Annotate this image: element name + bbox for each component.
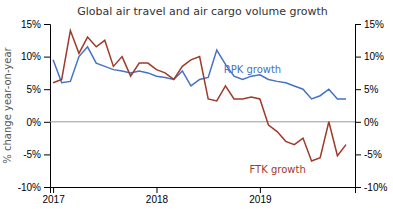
- y2-tick: -10%: [355, 182, 387, 193]
- x-axis-line: [51, 188, 356, 194]
- y-tick: 10%: [21, 51, 50, 62]
- y2-tick-mark: [355, 89, 361, 90]
- plot: 2017 2018 2019 -10% -5% 0% 5% 10% 15% -10% -5% 0% 5%…: [18, 19, 388, 205]
- y-tick-label: -5%: [23, 149, 41, 160]
- y2-tick-mark: [355, 187, 361, 188]
- annotation: RPK growth: [224, 64, 282, 75]
- series-line: [53, 47, 346, 99]
- y2-tick-label: -5%: [364, 149, 382, 160]
- x-tick-label: 2019: [249, 194, 272, 205]
- y2-tick-mark: [355, 57, 361, 58]
- y-tick: 5%: [27, 84, 50, 95]
- y2-tick: 15%: [355, 19, 384, 30]
- x-axis: 2017 2018 2019: [42, 187, 355, 205]
- y2-axis: -10% -5% 0% 5% 10% 15%: [355, 19, 387, 193]
- series-line: [53, 31, 346, 161]
- x-tick-mark: [53, 187, 54, 193]
- x-tick-label: 2018: [146, 194, 169, 205]
- y-axis: -10% -5% 0% 5% 10% 15%: [18, 19, 51, 193]
- y-tick: 15%: [21, 19, 50, 30]
- x-tick-mark: [156, 187, 157, 193]
- y-axis-line: [44, 25, 51, 188]
- y-tick-mark: [44, 24, 50, 25]
- y-tick-label: 0%: [27, 117, 42, 128]
- y-tick-mark: [44, 122, 50, 123]
- y-tick-label: 5%: [27, 84, 42, 95]
- y-tick-mark: [44, 187, 50, 188]
- y-tick-mark: [44, 57, 50, 58]
- y-axis-title: % change year-on-year: [2, 46, 13, 163]
- y2-tick: 10%: [355, 51, 384, 62]
- y-tick: 0%: [27, 117, 50, 128]
- title: Global air travel and air cargo volume g…: [77, 5, 328, 18]
- y2-axis-line: [356, 25, 362, 188]
- x-tick: 2018: [146, 187, 169, 205]
- chart: 2017 2018 2019 -10% -5% 0% 5% 10% 15% -10% -5% 0% 5%…: [0, 0, 393, 209]
- x-tick-mark: [260, 187, 261, 193]
- y-tick: -5%: [23, 149, 50, 160]
- x-tick-label: 2017: [42, 194, 65, 205]
- lines: [53, 31, 346, 161]
- y2-tick-mark: [355, 154, 361, 155]
- y2-tick-label: 0%: [364, 117, 379, 128]
- y2-tick-label: 5%: [364, 84, 379, 95]
- y-tick-mark: [44, 154, 50, 155]
- y2-tick: 0%: [355, 117, 379, 128]
- x-tick: 2017: [42, 187, 65, 205]
- y-tick-label: 10%: [21, 51, 41, 62]
- y2-tick-mark: [355, 24, 361, 25]
- y2-tick: -5%: [355, 149, 382, 160]
- annotation: FTK growth: [250, 164, 306, 175]
- y-tick-mark: [44, 89, 50, 90]
- y2-tick-label: 10%: [364, 51, 384, 62]
- y2-tick-label: 15%: [364, 19, 384, 30]
- y2-tick-label: -10%: [364, 182, 387, 193]
- x-tick: 2019: [249, 187, 272, 205]
- y-tick-label: 15%: [21, 19, 41, 30]
- y-tick: -10%: [18, 182, 50, 193]
- y2-tick-mark: [355, 122, 361, 123]
- zero-line: [50, 121, 355, 122]
- y-tick-label: -10%: [18, 182, 41, 193]
- y2-tick: 5%: [355, 84, 379, 95]
